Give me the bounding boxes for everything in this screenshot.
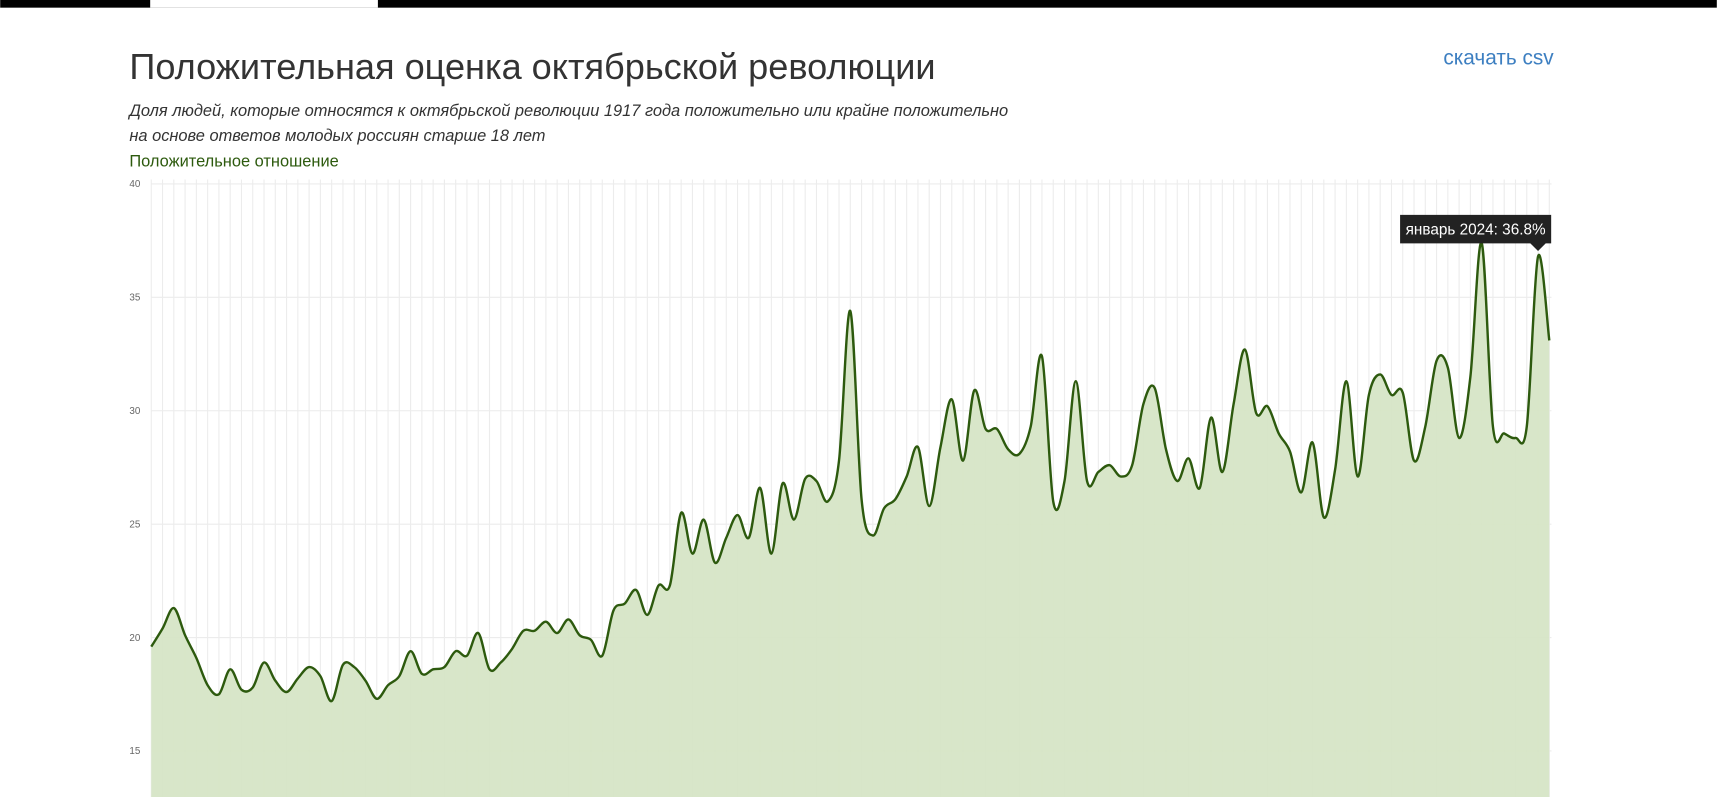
top-tab [150, 0, 378, 8]
chart-title: Положительная оценка октябрьской революц… [129, 46, 935, 87]
tooltip-text: январь 2024: 36.8% [1406, 222, 1546, 239]
subtitle: на основе ответов молодых россиян старше… [129, 127, 545, 145]
subtitle: Доля людей, которые относятся к октябрьс… [127, 102, 1008, 120]
y-tick-label: 15 [129, 746, 140, 757]
tooltip: январь 2024: 36.8% [1400, 214, 1552, 252]
download-link[interactable]: скачать csv [1443, 47, 1554, 70]
area [151, 242, 1550, 797]
y-tick-label: 35 [129, 293, 140, 304]
y-tick-label: 25 [129, 519, 140, 530]
y-tick-label: 30 [129, 406, 140, 417]
y-tick-label: 20 [129, 633, 140, 644]
legend-entry: Положительное отношение [129, 152, 338, 170]
tooltip-box [1400, 214, 1552, 252]
y-tick-label: 40 [129, 179, 140, 190]
top-bar [0, 0, 1717, 8]
line [150, 241, 1551, 703]
